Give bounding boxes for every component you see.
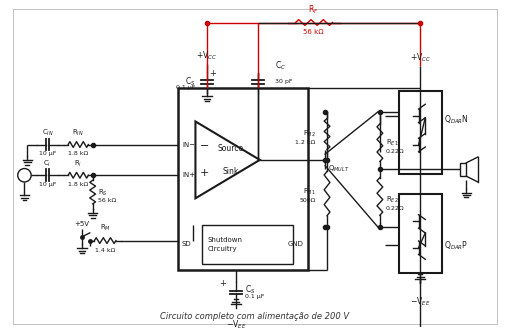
Text: 1.8 kΩ: 1.8 kΩ [68,182,88,187]
Bar [202,225,293,264]
Text: R$_{B1}$: R$_{B1}$ [302,186,315,197]
Text: +: + [200,168,209,178]
Text: C$_C$: C$_C$ [275,59,286,71]
Text: R$_F$: R$_F$ [308,3,318,16]
Text: Q$_{DAR}$N: Q$_{DAR}$N [443,114,468,126]
Bar [459,163,465,176]
Bar [178,88,307,270]
Text: Q$_{MULT}$: Q$_{MULT}$ [327,164,349,174]
Text: Source: Source [217,144,244,153]
Text: R$_M$: R$_M$ [99,223,110,233]
Text: R$_{IN}$: R$_{IN}$ [72,128,84,138]
Text: 0.22Ω: 0.22Ω [385,206,404,211]
Text: C$_S$: C$_S$ [245,283,256,296]
Bar [399,91,441,174]
Text: 10 μF: 10 μF [39,151,56,156]
Text: 56 kΩ: 56 kΩ [303,29,323,35]
Text: R$_{E2}$: R$_{E2}$ [385,195,398,205]
Text: IN+: IN+ [182,172,195,178]
Text: Shutdown: Shutdown [208,236,242,242]
Text: +V$_{CC}$: +V$_{CC}$ [409,51,430,64]
Text: 0.1 μF: 0.1 μF [245,294,264,299]
Text: −V$_{EE}$: −V$_{EE}$ [409,295,430,308]
Text: +: + [219,279,225,288]
Text: −V$_{EE}$: −V$_{EE}$ [225,318,245,331]
Text: Circuitry: Circuitry [208,246,237,252]
Text: R$_{B2}$: R$_{B2}$ [302,129,315,139]
Text: Q$_{DAR}$P: Q$_{DAR}$P [443,239,467,252]
Text: 10 μF: 10 μF [39,182,56,187]
Bar [399,193,441,273]
Text: +: + [209,69,215,78]
Text: 1.8 kΩ: 1.8 kΩ [68,151,88,156]
Text: 500Ω: 500Ω [299,198,315,203]
Text: 1.4 kΩ: 1.4 kΩ [95,248,115,253]
Text: Sink: Sink [222,167,239,176]
Text: R$_i$: R$_i$ [74,158,82,169]
Text: −: − [200,141,209,151]
Text: GND: GND [288,241,303,247]
Text: 0.1 μF: 0.1 μF [176,86,195,90]
Text: IN−: IN− [182,142,195,148]
Text: Circuito completo com alimentação de 200 V: Circuito completo com alimentação de 200… [160,312,349,321]
Text: 1.2 kΩ: 1.2 kΩ [295,140,315,145]
Text: 0.22Ω: 0.22Ω [385,149,404,154]
Text: R$_S$: R$_S$ [98,187,108,198]
Text: 56 kΩ: 56 kΩ [98,198,117,203]
Text: 30 pF: 30 pF [275,78,292,84]
Text: C$_i$: C$_i$ [43,158,51,169]
Text: +5V: +5V [74,221,90,227]
Text: R$_{E1}$: R$_{E1}$ [385,138,398,148]
Text: SD: SD [182,241,191,247]
Text: C$_{IN}$: C$_{IN}$ [41,128,53,138]
Text: C$_S$: C$_S$ [184,76,195,88]
Text: +V$_{CC}$: +V$_{CC}$ [196,49,217,62]
